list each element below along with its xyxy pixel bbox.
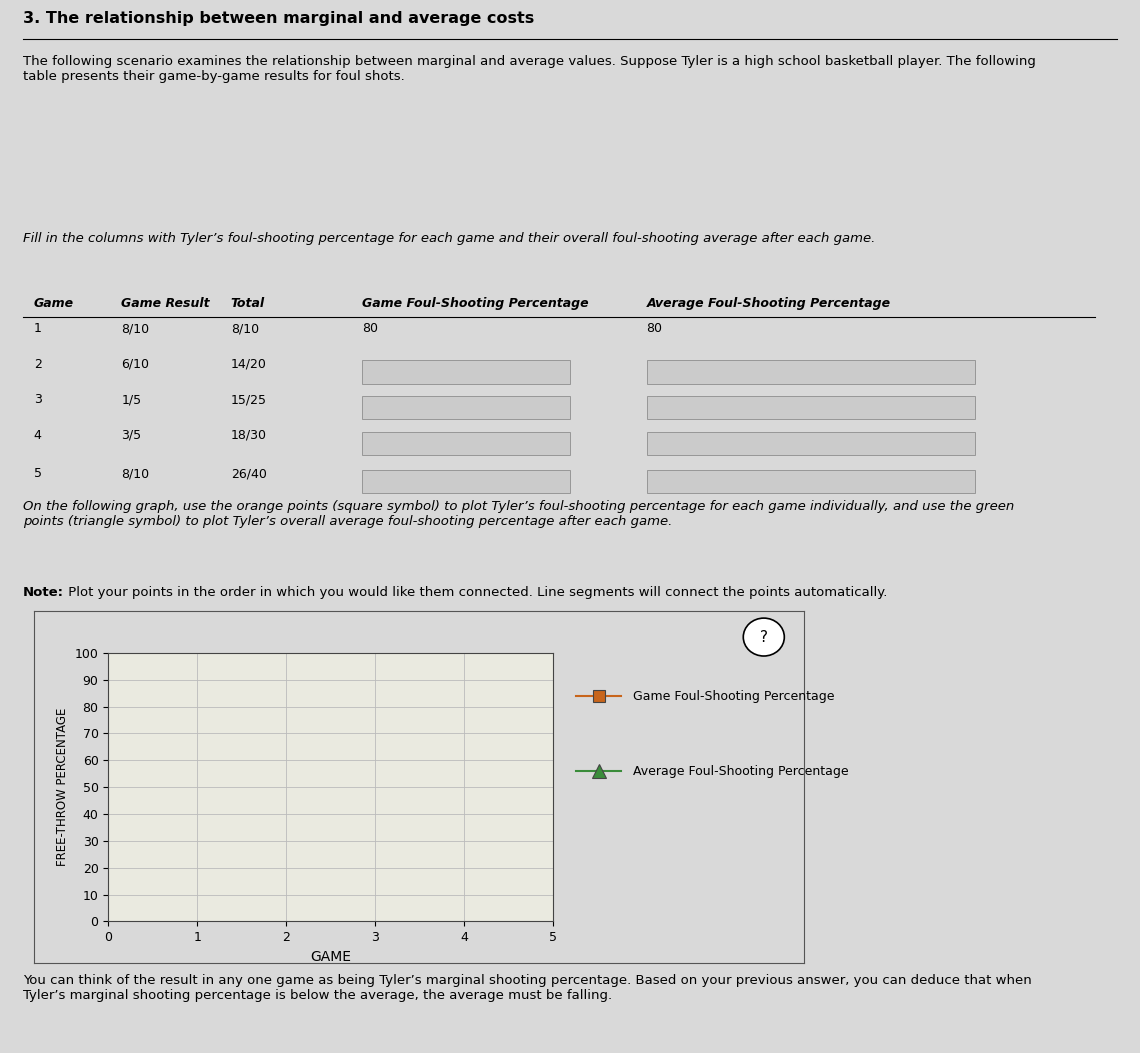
Text: 3: 3 bbox=[34, 393, 42, 406]
Text: Average Foul-Shooting Percentage: Average Foul-Shooting Percentage bbox=[633, 764, 848, 778]
Text: Plot your points in the order in which you would like them connected. Line segme: Plot your points in the order in which y… bbox=[64, 587, 888, 599]
Text: The following scenario examines the relationship between marginal and average va: The following scenario examines the rela… bbox=[23, 55, 1035, 83]
Text: 15/25: 15/25 bbox=[230, 393, 267, 406]
Text: 3. The relationship between marginal and average costs: 3. The relationship between marginal and… bbox=[23, 11, 534, 25]
Text: 80: 80 bbox=[363, 322, 378, 335]
Text: 6/10: 6/10 bbox=[121, 358, 149, 371]
Text: 5: 5 bbox=[34, 468, 42, 480]
Text: Note:: Note: bbox=[23, 587, 64, 599]
Circle shape bbox=[743, 618, 784, 656]
X-axis label: GAME: GAME bbox=[310, 950, 351, 963]
FancyBboxPatch shape bbox=[363, 470, 570, 493]
Text: Fill in the columns with Tyler’s foul-shooting percentage for each game and thei: Fill in the columns with Tyler’s foul-sh… bbox=[23, 232, 876, 244]
Text: 2: 2 bbox=[34, 358, 42, 371]
Text: 8/10: 8/10 bbox=[121, 468, 149, 480]
Text: Game: Game bbox=[34, 297, 74, 311]
Text: Game Foul-Shooting Percentage: Game Foul-Shooting Percentage bbox=[363, 297, 588, 311]
Text: 1: 1 bbox=[34, 322, 42, 335]
Text: Average Foul-Shooting Percentage: Average Foul-Shooting Percentage bbox=[646, 297, 890, 311]
Text: You can think of the result in any one game as being Tyler’s marginal shooting p: You can think of the result in any one g… bbox=[23, 974, 1032, 1002]
Text: On the following graph, use the orange points (square symbol) to plot Tyler’s fo: On the following graph, use the orange p… bbox=[23, 500, 1015, 529]
Text: Game Result: Game Result bbox=[121, 297, 210, 311]
Text: ?: ? bbox=[759, 630, 768, 644]
Text: 14/20: 14/20 bbox=[230, 358, 267, 371]
FancyBboxPatch shape bbox=[363, 360, 570, 383]
Text: 3/5: 3/5 bbox=[121, 429, 141, 442]
Text: 1/5: 1/5 bbox=[121, 393, 141, 406]
FancyBboxPatch shape bbox=[363, 396, 570, 419]
FancyBboxPatch shape bbox=[646, 470, 975, 493]
FancyBboxPatch shape bbox=[646, 396, 975, 419]
FancyBboxPatch shape bbox=[646, 360, 975, 383]
Text: 8/10: 8/10 bbox=[230, 322, 259, 335]
Text: 80: 80 bbox=[646, 322, 662, 335]
FancyBboxPatch shape bbox=[646, 432, 975, 455]
Text: Total: Total bbox=[230, 297, 264, 311]
FancyBboxPatch shape bbox=[363, 432, 570, 455]
Text: 18/30: 18/30 bbox=[230, 429, 267, 442]
Y-axis label: FREE-THROW PERCENTAGE: FREE-THROW PERCENTAGE bbox=[56, 708, 70, 867]
Text: Game Foul-Shooting Percentage: Game Foul-Shooting Percentage bbox=[633, 690, 834, 702]
Text: 26/40: 26/40 bbox=[230, 468, 267, 480]
Text: 8/10: 8/10 bbox=[121, 322, 149, 335]
Text: 4: 4 bbox=[34, 429, 42, 442]
